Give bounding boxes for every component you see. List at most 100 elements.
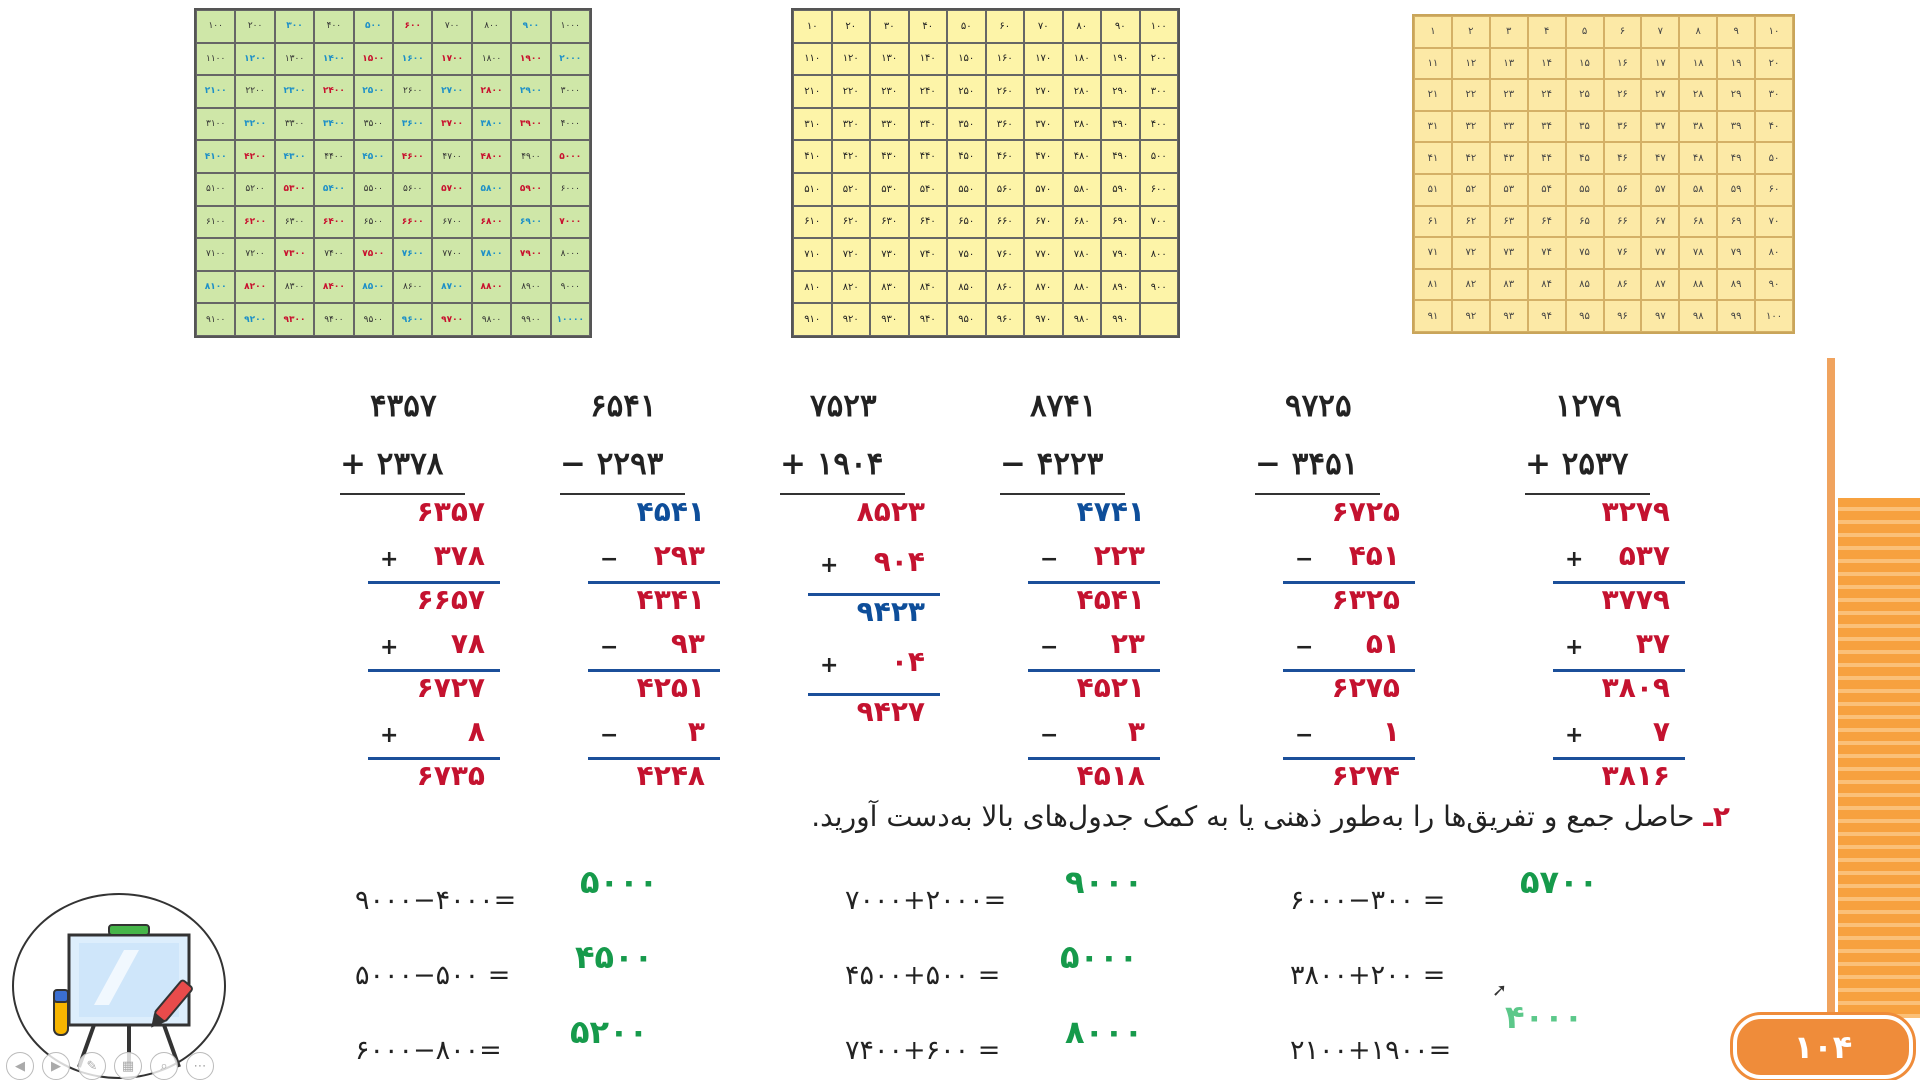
grid-cell: ۷۱ [1414,237,1452,269]
grid-cell: ۲۷ [1641,79,1680,111]
grid-cell: ۶۵۰۰ [353,205,393,239]
grid-cell: ۹۷۰ [1024,303,1063,336]
step-value: ۱ [1382,715,1400,748]
grid-cell: ۳۹ [1717,110,1756,143]
grid-cell: ۲۸۰ [1062,75,1101,108]
grid-cell: ۲۱۰ [793,75,832,108]
ones-grid: ۱ ۲ ۳ ۴ ۵ ۶ ۷ ۸ ۹ ۱۰ ۱۱ ۱۲ ۱۳ ۱۴ ۱۵ ۱۶ ۱۷ ۱۸ ۱۹ ۲۰ ۲۱ ۲۲ ۲۳ ۲۴ ۲… [1412,14,1795,334]
grid-cell: ۳۹۰۰ [511,107,551,141]
grid-cell: ۸۷۰ [1024,270,1063,304]
grid-cell: ۸۸۰ [1062,270,1101,304]
step-rule [808,593,940,596]
grid-cell: ۵۱۰۰ [196,172,236,206]
grid-cell: ۹۰۰ [1139,270,1178,304]
step-rule [1283,757,1415,760]
grid-cell: ۴۴۰ [908,140,947,173]
step-rule [1283,669,1415,672]
step-rule [1028,757,1160,760]
grid-cell: ۵۲۰ [831,172,870,206]
grid-cell: ۳ [1489,16,1528,48]
grid-cell: ۷۹ [1717,237,1756,269]
grid-cell: ۸۲ [1451,268,1490,301]
grid-cell: ۶۸ [1679,205,1718,238]
grid-cell: ۱۶۰ [985,42,1024,76]
step-result: ۶۷۲۵ [1331,495,1400,528]
grid-cell: ۱۵۰۰ [353,42,393,76]
grid-cell: ۷۵۰۰ [353,238,393,271]
grid-cell: ۳۰۰ [274,10,315,43]
grid-cell: ۱۳ [1489,47,1528,80]
next-icon[interactable]: ▶ [42,1052,70,1080]
grid-cell: ۲۰ [831,10,870,43]
page-number-badge: ۱۰۴ [1733,1015,1913,1079]
grid-cell: ۴۹ [1717,142,1756,174]
grid-cell: ۳۴ [1527,110,1566,143]
grid-cell: ۸۷ [1641,268,1680,301]
grid-cell: ۵۹ [1717,174,1756,206]
grid-cell: ۴۰۰ [1139,107,1178,141]
grid-cell: ۹۵ [1565,300,1604,332]
equation-answer: ۵۰۰۰ [1060,938,1139,976]
more-icon[interactable]: ⋯ [186,1052,214,1080]
grid-cell: ۱۶۰۰ [393,42,433,76]
step-rule [1553,757,1685,760]
grid-cell: ۱۰ [1755,16,1793,48]
grid-cell: ۹۶۰۰ [393,303,433,336]
problem-top-number: ۷۵۲۳ [810,388,877,424]
grid-cell: ۵۰۰۰ [550,140,590,173]
problem-top-number: ۹۷۲۵ [1285,388,1352,424]
step-result: ۳۲۷۹ [1601,495,1670,528]
grid-cell: ۶۹ [1717,205,1756,238]
step-operator: + [380,635,399,660]
slides-icon[interactable]: ▦ [114,1052,142,1080]
grid-cell: ۵۸۰۰ [471,172,512,206]
grid-cell: ۴۵۰۰ [353,140,393,173]
grid-cell: ۸۲۰۰ [235,270,275,304]
grid-cell: ۶۶۰۰ [393,205,433,239]
step-result: ۴۵۱۸ [1076,759,1145,792]
grid-cell: ۸۰ [1062,10,1101,43]
grid-cell: ۵۸۰ [1062,172,1101,206]
grid-cell: ۹۹۰۰ [511,303,551,336]
problem-rule [1000,493,1125,495]
grid-cell: ۳۸۰۰ [471,107,512,141]
whiteboard-teacher-icon[interactable] [12,893,226,1079]
grid-cell: ۳۶۰۰ [393,107,433,141]
grid-cell: ۱۹۰ [1101,42,1140,76]
grid-cell: ۷۸ [1679,237,1718,269]
grid-cell: ۷۶ [1603,237,1642,269]
grid-cell: ۵۶۰۰ [393,172,433,206]
grid-cell: ۹۱۰ [793,303,832,336]
step-operator: − [1040,635,1059,660]
step-value: ۲۹۳ [653,539,705,572]
grid-cell: ۲۰۰ [235,10,275,43]
step-result: ۸۵۲۳ [856,495,925,528]
step-value: ۹۳ [670,627,705,660]
step-rule [1028,581,1160,584]
grid-cell: ۳۹۰ [1101,107,1140,141]
grid-cell: ۳۲ [1451,110,1490,143]
previous-icon[interactable]: ◀ [6,1052,34,1080]
grid-cell: ۶۴۰۰ [314,205,354,239]
pen-icon[interactable]: ✎ [78,1052,106,1080]
step-rule [1283,581,1415,584]
grid-cell: ۱۰۰ [196,10,236,43]
grid-cell: ۴۱ [1414,142,1452,174]
grid-cell: ۷۳۰ [870,238,909,271]
step-operator: − [600,547,619,572]
grid-cell: ۹ [1717,16,1756,48]
grid-cell: ۹۵۰ [947,303,986,336]
grid-cell: ۲۴ [1527,79,1566,111]
grid-cell: ۶۱ [1414,205,1452,238]
grid-cell: ۷۳۰۰ [274,238,315,271]
grid-cell: ۱۱ [1414,47,1452,80]
zoom-icon[interactable]: ⌕ [150,1052,178,1080]
step-value: ۵۱ [1365,627,1400,660]
grid-cell: ۶۸۰۰ [471,205,512,239]
grid-cell: ۸۴۰۰ [314,270,354,304]
orange-stripes-decor [1838,498,1920,1018]
step-operator: − [600,723,619,748]
grid-cell: ۸۱۰۰ [196,270,236,304]
grid-cell: ۴۸ [1679,142,1718,174]
grid-cell: ۵۲ [1451,174,1490,206]
